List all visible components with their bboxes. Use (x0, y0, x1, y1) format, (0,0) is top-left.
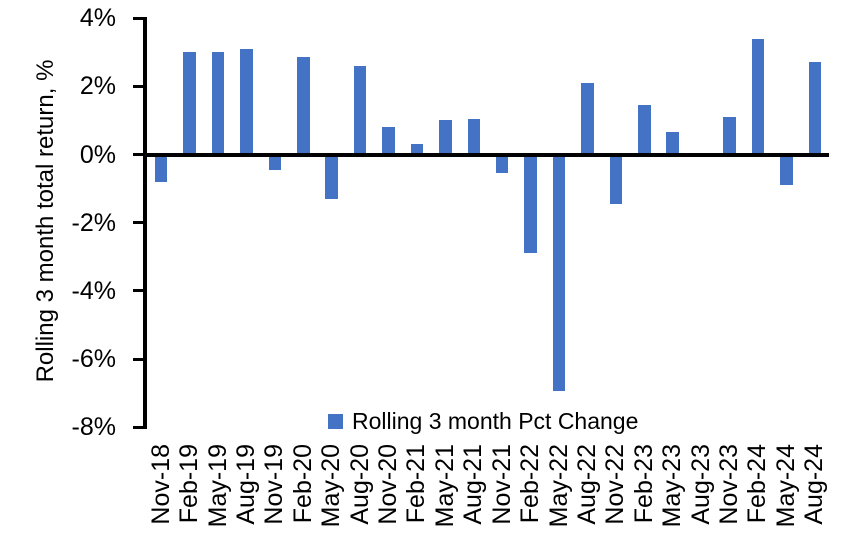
x-tick-label-Nov-22: Nov-22 (601, 444, 630, 525)
bar-Feb-20 (297, 57, 310, 155)
x-tick-label-May-24: May-24 (771, 444, 800, 528)
x-tick-label-Feb-23: Feb-23 (629, 444, 658, 524)
y-tick-mark (133, 84, 144, 88)
x-tick-label-Aug-21: Aug-21 (459, 444, 488, 525)
x-tick-label-Feb-20: Feb-20 (288, 444, 317, 524)
y-tick-mark (133, 357, 144, 361)
y-tick-label: -8% (71, 413, 116, 442)
y-tick-mark (133, 221, 144, 225)
x-axis-zero-line (143, 153, 829, 157)
bar-Aug-19 (240, 48, 253, 155)
bar-May-21 (439, 120, 452, 155)
legend-square-icon (328, 413, 343, 429)
x-tick-label-May-23: May-23 (658, 444, 687, 528)
x-tick-label-May-19: May-19 (203, 444, 232, 528)
bar-Aug-22 (581, 82, 594, 155)
y-tick-mark (133, 153, 144, 156)
bar-Feb-23 (638, 105, 651, 155)
bar-May-20 (325, 154, 338, 199)
bar-Nov-19 (268, 154, 282, 170)
bar-May-24 (780, 154, 793, 186)
x-tick-label-Nov-23: Nov-23 (715, 444, 744, 525)
bar-May-19 (211, 52, 225, 155)
y-tick-label: -4% (71, 276, 116, 305)
x-tick-label-Aug-22: Aug-22 (572, 444, 601, 525)
bar-May-22 (552, 154, 566, 392)
bar-Aug-24 (808, 62, 822, 155)
x-tick-label-Nov-19: Nov-19 (260, 444, 289, 525)
bar-Feb-19 (183, 52, 196, 155)
x-tick-label-May-20: May-20 (317, 444, 346, 528)
y-tick-mark (133, 16, 144, 20)
bar-Aug-21 (467, 118, 481, 155)
bar-Nov-21 (495, 154, 509, 174)
x-tick-label-Nov-18: Nov-18 (146, 444, 175, 525)
bar-Nov-18 (154, 154, 168, 182)
x-tick-label-May-21: May-21 (430, 444, 459, 528)
x-tick-label-Nov-21: Nov-21 (487, 444, 516, 525)
y-tick-label: 4% (79, 4, 116, 33)
x-tick-label-May-22: May-22 (544, 444, 573, 528)
bar-Nov-22 (609, 154, 623, 204)
bar-May-23 (666, 132, 679, 155)
bar-Nov-20 (382, 127, 395, 155)
bar-Feb-22 (524, 154, 537, 254)
bar-Feb-24 (751, 38, 765, 155)
x-tick-label-Feb-21: Feb-21 (402, 444, 431, 524)
x-tick-label-Aug-20: Aug-20 (345, 444, 374, 525)
bar-Aug-20 (353, 65, 367, 155)
y-tick-label: 2% (79, 72, 116, 101)
legend: Rolling 3 month Pct Change (328, 407, 638, 435)
bar-Nov-23 (723, 116, 736, 155)
x-tick-label-Aug-19: Aug-19 (231, 444, 260, 525)
y-tick-mark (133, 425, 144, 429)
x-tick-label-Feb-24: Feb-24 (743, 444, 772, 524)
x-tick-label-Aug-23: Aug-23 (686, 444, 715, 525)
y-tick-label: -2% (71, 208, 116, 237)
y-tick-mark (133, 289, 144, 293)
y-axis-line (143, 17, 147, 429)
x-tick-label-Feb-19: Feb-19 (175, 444, 204, 524)
x-tick-label-Aug-24: Aug-24 (800, 444, 829, 525)
y-tick-label: -6% (71, 345, 116, 374)
legend-label: Rolling 3 month Pct Change (352, 407, 639, 434)
x-tick-label-Feb-22: Feb-22 (516, 444, 545, 524)
x-tick-label-Nov-20: Nov-20 (374, 444, 403, 525)
y-tick-label: 0% (79, 140, 116, 169)
bar-Feb-21 (410, 144, 424, 155)
